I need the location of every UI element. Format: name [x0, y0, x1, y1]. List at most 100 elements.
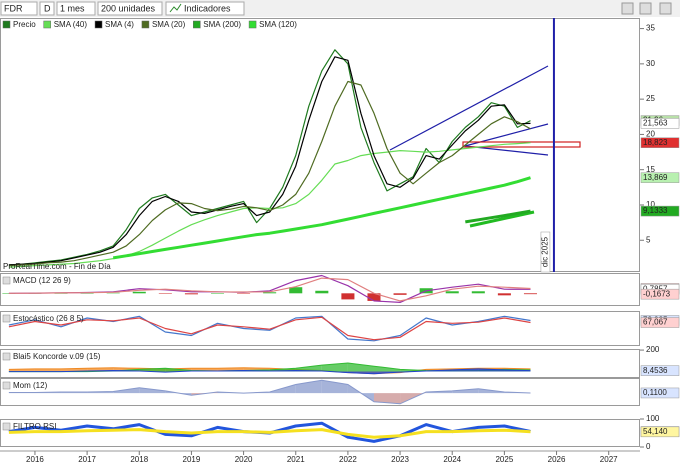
mode-box[interactable]: [39, 1, 55, 16]
area-segment: [295, 365, 322, 372]
series-line: [8, 80, 531, 267]
histogram-bar: [80, 293, 94, 294]
legend-swatch: [94, 20, 103, 29]
icon-button[interactable]: [659, 2, 672, 15]
source: ProRealTime.com - Fin de Día: [3, 262, 111, 271]
x-tick-label: 2024: [443, 455, 461, 464]
legend-label: SMA (20): [152, 20, 186, 29]
units[interactable]: 200 unidades: [101, 3, 156, 13]
mode[interactable]: D: [44, 3, 51, 13]
y-tick-label: 10: [646, 200, 655, 209]
histogram-bar: [367, 293, 381, 301]
area-segment: [373, 393, 401, 404]
value-label: 8,4536: [643, 366, 668, 375]
legend-label: SMA (120): [259, 20, 297, 29]
value-label-box: [640, 205, 680, 217]
x-tick-label: 2025: [495, 455, 513, 464]
value-label: 13,869: [643, 173, 668, 182]
area-segment: [139, 387, 166, 394]
x-tick-label: 2026: [548, 455, 566, 464]
area-segment: [34, 368, 62, 372]
legend-label: Precio: [13, 20, 36, 29]
x-tick-label: 2019: [183, 455, 201, 464]
series-line: [465, 209, 531, 224]
indicators[interactable]: Indicadores: [184, 3, 231, 13]
panel-title: Estocástico (26 8 5): [13, 314, 84, 323]
histogram-bar: [523, 293, 537, 295]
histogram-bar: [263, 292, 277, 294]
histogram-bar: [184, 293, 198, 295]
value-label: 67,067: [643, 318, 668, 327]
value-label: 54,140: [643, 427, 668, 436]
x-tick-label: 2016: [26, 455, 44, 464]
histogram-bar: [341, 293, 355, 300]
histogram-bar: [497, 293, 511, 296]
y-tick-label: 25: [646, 94, 655, 103]
period[interactable]: 1 mes: [60, 3, 85, 13]
x-tick-label: 2018: [130, 455, 148, 464]
panel-icon: [2, 352, 11, 361]
icon-button[interactable]: [639, 2, 652, 15]
y-tick-label: 15: [646, 165, 655, 174]
zone-box[interactable]: [462, 141, 581, 148]
value-label: -0,1673: [643, 289, 671, 298]
units-box[interactable]: [97, 1, 163, 16]
value-label-box: [640, 387, 680, 399]
legend-swatch: [2, 20, 11, 29]
trend-line[interactable]: [389, 65, 549, 151]
indicators-box[interactable]: [165, 1, 245, 16]
x-tick-label: 2022: [339, 455, 357, 464]
panel-icon: [2, 422, 11, 431]
legend-swatch: [248, 20, 257, 29]
legend-swatch: [141, 20, 150, 29]
value-label-box: [640, 118, 680, 129]
icon-button[interactable]: [621, 2, 634, 15]
value-label-box: [640, 172, 680, 183]
histogram-bar: [2, 293, 16, 294]
area-segment: [452, 388, 479, 394]
value-label: 9,1333: [643, 206, 668, 215]
histogram-bar: [132, 291, 146, 294]
y-tick-label: 200: [646, 345, 660, 354]
area-segment: [321, 362, 348, 372]
value-label: 0,1100: [643, 388, 667, 397]
area-segment: [373, 366, 401, 372]
histogram-bar: [210, 293, 225, 294]
value-label: 18,823: [643, 138, 668, 147]
panel-frame: [0, 349, 640, 378]
panel-title: MACD (12 26 9): [13, 276, 71, 285]
x-tick-label: 2017: [78, 455, 96, 464]
trend-line[interactable]: [469, 210, 535, 228]
series-line: [8, 56, 531, 266]
y-tick-label: 20: [646, 130, 655, 139]
cursor-label: dic 2025: [541, 236, 550, 267]
area-outline: [8, 379, 531, 405]
x-tick-label: 2027: [600, 455, 618, 464]
value-label-box: [640, 365, 680, 376]
series-line: [8, 316, 531, 341]
histogram-bar: [158, 293, 172, 294]
panel-icon: [2, 314, 11, 323]
x-tick-label: 2020: [235, 455, 253, 464]
panel-title: FILTRO RSI: [13, 422, 56, 431]
legend-label: SMA (4): [105, 20, 134, 29]
series-line: [8, 277, 531, 302]
area-segment: [347, 362, 374, 372]
y-tick-label: 30: [646, 59, 655, 68]
symbol-box[interactable]: [0, 1, 38, 16]
legend-swatch: [43, 20, 51, 29]
legend-label: SMA (200): [203, 20, 241, 29]
value-label-box: [640, 426, 680, 438]
area-segment: [295, 380, 322, 394]
histogram-bar: [471, 291, 485, 294]
histogram-bar: [393, 293, 407, 295]
series-line: [8, 428, 531, 439]
histogram-bar: [289, 287, 303, 294]
y-tick-label: 0: [646, 442, 651, 451]
symbol[interactable]: FDR: [4, 3, 23, 13]
period-box[interactable]: [56, 1, 96, 16]
area-segment: [139, 368, 166, 372]
panel-icon: [2, 276, 11, 285]
indicators-icon: [169, 3, 182, 13]
